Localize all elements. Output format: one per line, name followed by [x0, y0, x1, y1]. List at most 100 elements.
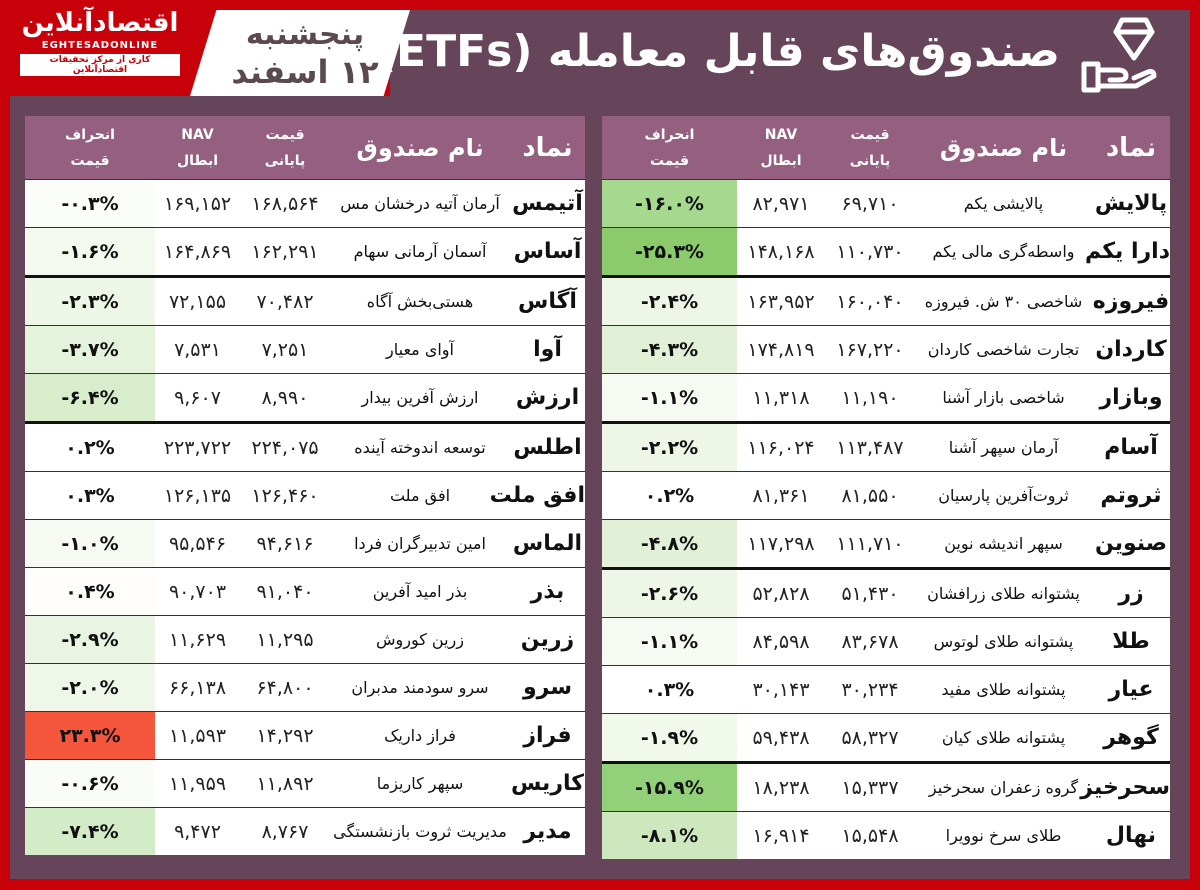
table-header-row: نماد نام صندوق قیمت پایانی NAV ابطال انحرا…: [25, 116, 585, 180]
fund-name: گروه زعفران سحرخیز: [915, 761, 1092, 812]
table-row: سرو سرو سودمند مدبران ۶۴,۸۰۰ ۶۶,۱۳۸ -۲.۰%: [25, 663, 585, 712]
table-row: ثروتم ثروت‌آفرین پارسیان ۸۱,۵۵۰ ۸۱,۳۶۱ ۰.۲%: [602, 471, 1170, 520]
closing-price: ۳۰,۲۳۴: [825, 665, 915, 714]
table-row: نهال طلای سرخ نوویرا ۱۵,۵۴۸ ۱۶,۹۱۴ -۸.۱%: [602, 811, 1170, 859]
brand-name-fa: اقتصادآنلاین: [21, 8, 180, 38]
col-header-line: قیمت: [850, 126, 890, 143]
fund-symbol: آگاس: [510, 275, 585, 326]
brand-name-en: EGHTESADONLINE: [41, 40, 159, 51]
table-row: مدیر مدیریت ثروت بازنشستگی ۸,۷۶۷ ۹,۴۷۲ -۷.۴%: [25, 807, 585, 855]
fund-symbol: پالایش: [1092, 179, 1170, 228]
price-deviation: -۴.۳%: [602, 325, 737, 374]
price-deviation: -۲.۴%: [602, 275, 737, 326]
fund-symbol: مدیر: [510, 807, 585, 855]
price-deviation: -۱۶.۰%: [602, 179, 737, 228]
table-row: سحرخیز گروه زعفران سحرخیز ۱۵,۳۳۷ ۱۸,۲۳۸ -۱۵.…: [602, 761, 1170, 812]
fund-symbol: الماس: [510, 519, 585, 568]
closing-price: ۹۴,۶۱۶: [240, 519, 330, 568]
col-header-line: NAV: [181, 126, 214, 143]
closing-price: ۵۱,۴۳۰: [825, 567, 915, 618]
col-header-line: قیمت: [70, 152, 110, 169]
closing-price: ۹۱,۰۴۰: [240, 567, 330, 616]
nav-value: ۲۲۳,۷۲۲: [155, 421, 240, 472]
closing-price: ۱۶۲,۲۹۱: [240, 227, 330, 277]
table-row: ارزش ارزش آفرین بیدار ۸,۹۹۰ ۹,۶۰۷ -۶.۴%: [25, 373, 585, 423]
fund-name: تجارت شاخصی کاردان: [915, 325, 1092, 374]
fund-name: مدیریت ثروت بازنشستگی: [330, 807, 510, 855]
fund-name: آرمان آتیه درخشان مس: [330, 179, 510, 228]
col-header-line: ابطال: [760, 152, 802, 169]
fund-symbol: فیروزه: [1092, 275, 1170, 326]
fund-symbol: سحرخیز: [1080, 761, 1170, 812]
closing-price: ۶۴,۸۰۰: [240, 663, 330, 712]
nav-value: ۱۶۳,۹۵۲: [737, 275, 825, 326]
nav-value: ۱۱,۳۱۸: [737, 373, 825, 423]
fund-symbol: دارا یکم: [1085, 227, 1170, 277]
closing-price: ۱۵,۳۳۷: [825, 761, 915, 812]
closing-price: ۱۶۷,۲۲۰: [825, 325, 915, 374]
fund-name: فراز داریک: [330, 711, 510, 760]
table-row: آتیمس آرمان آتیه درخشان مس ۱۶۸,۵۶۴ ۱۶۹,۱۵۲-…: [25, 179, 585, 228]
col-header-fund-name: نام صندوق: [330, 116, 510, 180]
closing-price: ۱۴,۲۹۲: [240, 711, 330, 760]
closing-price: ۱۱۱,۷۱۰: [825, 519, 915, 569]
price-deviation: ۲۳.۳%: [25, 711, 155, 760]
price-deviation: ۰.۳%: [25, 471, 155, 520]
nav-value: ۷۲,۱۵۵: [155, 275, 240, 326]
fund-name: هستی‌بخش آگاه: [330, 275, 510, 326]
closing-price: ۶۹,۷۱۰: [825, 179, 915, 228]
fund-symbol: نهال: [1092, 811, 1170, 859]
closing-price: ۲۲۴,۰۷۵: [240, 421, 330, 472]
fund-symbol: زر: [1092, 567, 1170, 618]
fund-name: طلای سرخ نوویرا: [915, 811, 1092, 859]
price-deviation: -۱.۹%: [602, 713, 737, 763]
closing-price: ۱۵,۵۴۸: [825, 811, 915, 859]
fund-symbol: آوا: [510, 325, 585, 374]
col-header-price: قیمت پایانی: [825, 116, 915, 180]
price-deviation: -۱.۱%: [602, 373, 737, 423]
table-row: دارا یکم واسطه‌گری مالی یکم ۱۱۰,۷۳۰ ۱۴۸,۱۶۸…: [602, 227, 1170, 277]
brand-logo: اقتصادآنلاین EGHTESADONLINE کاری از مرکز…: [10, 8, 190, 88]
fund-symbol: ارزش: [510, 373, 585, 423]
price-deviation: -۲.۰%: [25, 663, 155, 712]
closing-price: ۷,۲۵۱: [240, 325, 330, 374]
fund-name: آوای معیار: [330, 325, 510, 374]
table-row: آگاس هستی‌بخش آگاه ۷۰,۴۸۲ ۷۲,۱۵۵ -۲.۳%: [25, 275, 585, 326]
fund-symbol: اطلس: [510, 421, 585, 472]
nav-value: ۹۰,۷۰۳: [155, 567, 240, 616]
price-deviation: ۰.۲%: [25, 421, 155, 472]
nav-value: ۸۴,۵۹۸: [737, 617, 825, 666]
col-header-fund-name: نام صندوق: [915, 116, 1092, 180]
fund-symbol: بذر: [510, 567, 585, 616]
price-deviation: -۸.۱%: [602, 811, 737, 859]
fund-name: ثروت‌آفرین پارسیان: [915, 471, 1092, 520]
nav-value: ۹۵,۵۴۶: [155, 519, 240, 568]
fund-symbol: افق ملت: [490, 471, 585, 520]
table-row: عیار پشتوانه طلای مفید ۳۰,۲۳۴ ۳۰,۱۴۳ ۰.۳%: [602, 665, 1170, 714]
nav-value: ۹,۶۰۷: [155, 373, 240, 423]
nav-value: ۱۴۸,۱۶۸: [737, 227, 825, 277]
brand-tagline: کاری از مرکز تحقیقات اقتصادآنلاین: [20, 54, 180, 76]
hand-diamond-icon: [1081, 17, 1157, 93]
fund-name: آسمان آرمانی سهام: [330, 227, 510, 277]
price-deviation: -۲.۲%: [602, 421, 737, 472]
col-header-symbol: نماد: [1092, 116, 1170, 180]
nav-value: ۹,۴۷۲: [155, 807, 240, 855]
col-header-line: ابطال: [176, 152, 219, 169]
fund-symbol: سرو: [510, 663, 585, 712]
col-header-line: قیمت: [265, 126, 305, 143]
col-header-line: انحراف: [65, 126, 115, 143]
table-row: زرین زرین کوروش ۱۱,۲۹۵ ۱۱,۶۲۹ -۲.۹%: [25, 615, 585, 664]
price-deviation: -۶.۴%: [25, 373, 155, 423]
fund-name: واسطه‌گری مالی یکم: [915, 227, 1092, 277]
price-deviation: -۱۵.۹%: [602, 761, 737, 812]
nav-value: ۱۲۶,۱۳۵: [155, 471, 240, 520]
closing-price: ۱۱۳,۴۸۷: [825, 421, 915, 472]
nav-value: ۶۶,۱۳۸: [155, 663, 240, 712]
col-header-line: پایانی: [849, 152, 891, 169]
price-deviation: ۰.۳%: [602, 665, 737, 714]
fund-name: ارزش آفرین بیدار: [330, 373, 510, 423]
fund-name: شاخصی ۳۰ ش. فیروزه: [915, 275, 1092, 326]
fund-symbol: ثروتم: [1092, 471, 1170, 520]
col-header-line: پایانی: [264, 152, 306, 169]
